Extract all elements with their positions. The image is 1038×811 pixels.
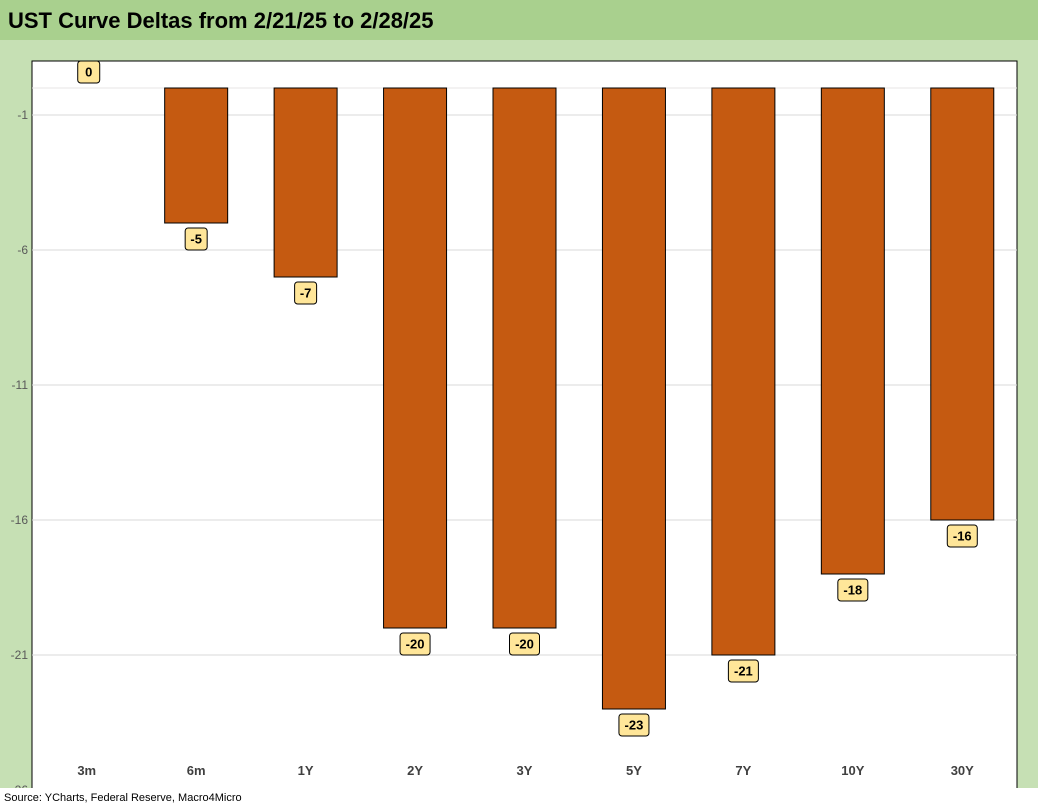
bar-chart: -1 -6 -11 -16 -21 -26 0 -5 -7 -20 -20 -23 -21 -18 -16… (11, 60, 1018, 788)
bars (164, 87, 995, 710)
data-label-box (837, 578, 869, 602)
data-label: -7 (294, 281, 318, 305)
data-label-text: -23 (625, 718, 644, 733)
bar-1y (273, 87, 338, 278)
chart-title: UST Curve Deltas from 2/21/25 to 2/28/25 (8, 8, 434, 33)
y-tick-label: -6 (17, 243, 28, 257)
data-label-text: -20 (515, 637, 534, 652)
y-tick-label: -16 (11, 513, 29, 527)
x-axis-ticks: 3m 6m 1Y 2Y 3Y 5Y 7Y 10Y 30Y (77, 763, 974, 778)
x-tick-label: 6m (187, 763, 206, 778)
y-tick-label: -1 (17, 108, 28, 122)
source-note: Source: YCharts, Federal Reserve, Macro4… (4, 792, 242, 804)
data-label-box (294, 281, 318, 305)
x-tick-label: 3m (77, 763, 96, 778)
bar-30y (930, 87, 995, 521)
data-label-box (946, 524, 978, 548)
bar-3y (492, 87, 557, 629)
y-tick-label: -11 (12, 378, 29, 392)
data-label-text: -21 (734, 664, 753, 679)
bar-7y (711, 87, 776, 656)
bar-6m (164, 87, 229, 224)
bar-10y (820, 87, 885, 575)
data-label-box (184, 227, 208, 251)
data-label-box (727, 659, 759, 683)
bar-5y (601, 87, 666, 710)
data-label-box (77, 60, 101, 84)
x-tick-label: 7Y (735, 763, 751, 778)
data-label: -23 (618, 713, 650, 737)
data-labels: 0 -5 -7 -20 -20 -23 -21 -18 -16 (77, 60, 978, 737)
data-label-text: -18 (843, 583, 862, 598)
data-label: -5 (184, 227, 208, 251)
data-label: -20 (509, 632, 540, 656)
x-tick-label: 5Y (626, 763, 642, 778)
data-label: 0 (77, 60, 101, 84)
y-tick-label: -26 (11, 783, 29, 788)
data-label-box (618, 713, 650, 737)
data-label-text: -7 (300, 286, 312, 301)
data-label-text: -20 (406, 637, 425, 652)
data-label: -18 (837, 578, 869, 602)
x-tick-label: 1Y (298, 763, 314, 778)
x-tick-label: 3Y (517, 763, 533, 778)
data-label-box (399, 632, 431, 656)
data-label-text: -5 (190, 232, 202, 247)
title-bar: UST Curve Deltas from 2/21/25 to 2/28/25 (0, 0, 1038, 40)
data-label: -20 (399, 632, 431, 656)
data-label-text: -16 (953, 529, 972, 544)
x-tick-label: 10Y (841, 763, 864, 778)
x-tick-label: 30Y (951, 763, 974, 778)
data-label: -21 (727, 659, 759, 683)
data-label-box (509, 632, 540, 656)
data-label: -16 (946, 524, 978, 548)
data-label-text: 0 (85, 65, 92, 80)
x-tick-label: 2Y (407, 763, 423, 778)
y-axis-ticks: -1 -6 -11 -16 -21 -26 (11, 108, 29, 788)
y-tick-label: -21 (11, 648, 29, 662)
bar-2y (383, 87, 448, 629)
